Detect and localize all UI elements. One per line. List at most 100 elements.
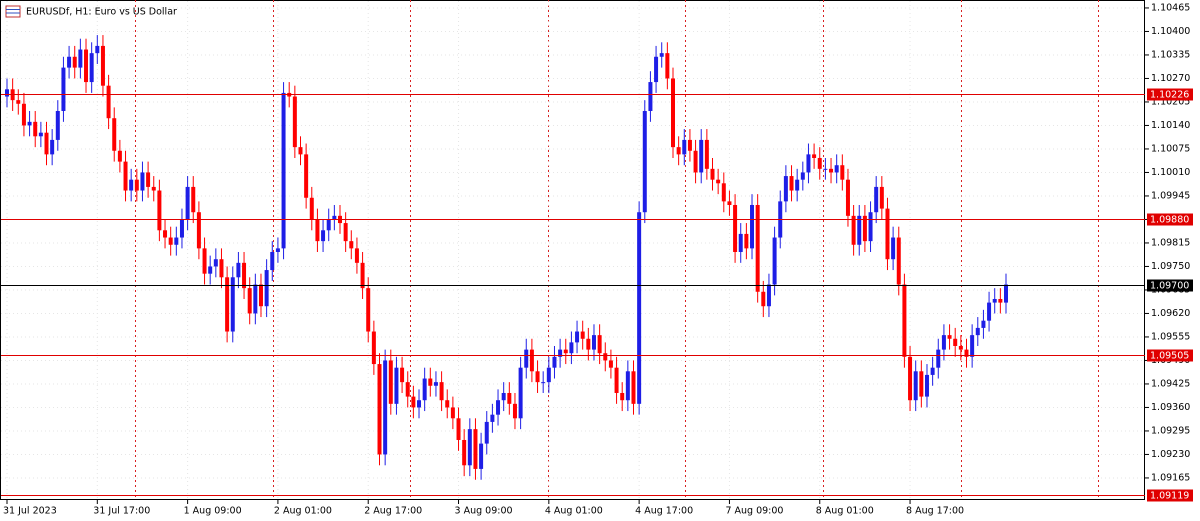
candle-body — [61, 67, 66, 111]
candle-body — [450, 407, 455, 419]
candle-body — [885, 208, 890, 260]
candle-body — [716, 179, 721, 184]
y-tick-label: 1.10075 — [1151, 143, 1190, 154]
candle-body — [343, 223, 348, 242]
candle-body — [292, 96, 297, 148]
candle-body — [89, 53, 94, 83]
candle-body — [642, 110, 647, 213]
candle-body — [529, 349, 534, 372]
x-tick-label: 4 Aug 01:00 — [545, 506, 603, 517]
y-tick-label: 1.10140 — [1151, 120, 1190, 131]
candle-body — [586, 338, 591, 350]
candle-body — [597, 335, 602, 354]
candle-body — [637, 212, 642, 404]
candle-body — [541, 382, 546, 384]
candle-body — [727, 201, 732, 205]
candle-body — [112, 118, 117, 151]
candle-body — [5, 89, 9, 97]
candle-body — [496, 400, 501, 415]
symbol-icon — [5, 5, 21, 18]
candle-body — [117, 150, 122, 162]
candle-body — [874, 186, 879, 213]
candle-body — [1004, 284, 1008, 303]
candle-body — [546, 367, 551, 383]
chart-title: EURUSDf, H1: Euro vs US Dollar — [26, 7, 177, 18]
candle-body — [766, 284, 771, 307]
candle-body — [563, 349, 568, 354]
x-tick-label: 2 Aug 01:00 — [274, 506, 332, 517]
candle-body — [100, 45, 105, 86]
y-tick-label: 1.10010 — [1151, 167, 1190, 178]
candle-body — [552, 356, 557, 368]
plot-frame — [0, 0, 1145, 500]
candle-body — [422, 378, 427, 401]
price-level-tag — [1147, 349, 1193, 362]
candle-body — [535, 371, 540, 383]
y-tick-label: 1.09360 — [1151, 402, 1190, 413]
candle-body — [829, 168, 834, 173]
candle-body — [806, 154, 811, 173]
candle-body — [326, 219, 331, 231]
candle-body — [947, 335, 952, 339]
candle-body — [580, 331, 585, 339]
candle-body — [411, 396, 416, 408]
candle-body — [558, 349, 563, 357]
candle-body — [693, 150, 698, 173]
candle-body — [800, 172, 805, 180]
candle-body — [456, 418, 461, 440]
candle-body — [298, 147, 303, 155]
candle-body — [625, 371, 630, 401]
candle-body — [309, 197, 314, 220]
candle-body — [321, 230, 326, 242]
candle-body — [603, 353, 608, 361]
candle-body — [462, 439, 467, 466]
candle-body — [998, 298, 1003, 303]
candle-body — [405, 382, 410, 397]
candle-body — [27, 121, 32, 126]
x-tick-label: 8 Aug 17:00 — [906, 506, 964, 517]
candle-body — [55, 110, 60, 140]
candle-body — [507, 392, 512, 404]
y-tick-label: 1.10400 — [1151, 26, 1190, 37]
candle-body — [738, 233, 743, 252]
candle-body — [44, 132, 49, 155]
candle-body — [95, 45, 100, 54]
candle-body — [360, 262, 365, 289]
candle-body — [710, 168, 715, 180]
candle-body — [67, 56, 72, 68]
candle-body — [236, 262, 241, 278]
candle-body — [281, 92, 286, 249]
candle-body — [275, 248, 280, 252]
price-level-tag — [1147, 489, 1193, 502]
candle-body — [433, 382, 438, 386]
candle-body — [467, 429, 472, 466]
candle-body — [428, 378, 433, 386]
candle-body — [50, 139, 55, 155]
candle-body — [987, 302, 992, 321]
candle-body — [304, 154, 309, 198]
candle-body — [264, 270, 269, 307]
x-tick-label: 3 Aug 09:00 — [455, 506, 513, 517]
candle-body — [383, 360, 388, 455]
candle-body — [676, 147, 681, 155]
candle-body — [445, 400, 450, 408]
candle-body — [671, 78, 675, 148]
candle-body — [654, 56, 659, 83]
candle-body — [772, 237, 777, 285]
candle-body — [631, 371, 636, 404]
candle-body — [614, 367, 619, 393]
candle-body — [174, 237, 179, 245]
candle-body — [78, 49, 83, 68]
candle-body — [518, 367, 523, 419]
candle-body — [185, 186, 190, 220]
candle-body — [795, 179, 800, 191]
candle-body — [924, 374, 929, 397]
candle-body — [834, 165, 839, 173]
candle-body — [941, 335, 946, 350]
x-tick-label: 1 Aug 09:00 — [184, 506, 242, 517]
candle-body — [868, 212, 873, 242]
x-tick-label: 31 Jul 17:00 — [93, 506, 150, 517]
candle-body — [817, 157, 822, 169]
